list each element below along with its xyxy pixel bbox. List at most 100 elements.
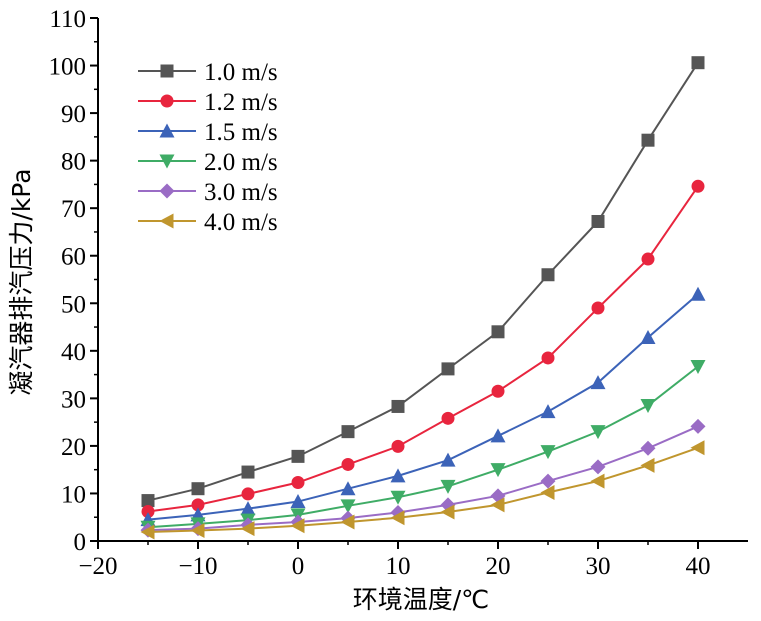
- y-axis-title: 凝汽器排汽压力/kPa: [7, 168, 36, 395]
- data-point: [690, 286, 706, 301]
- data-point: [141, 494, 155, 508]
- legend-label: 4.0 m/s: [204, 209, 278, 236]
- x-tick-label: 40: [686, 553, 711, 580]
- data-point: [241, 487, 255, 501]
- data-point: [340, 481, 356, 496]
- data-point: [340, 514, 355, 530]
- data-point: [690, 440, 705, 456]
- data-point: [240, 501, 256, 516]
- y-tick-label: 70: [61, 196, 86, 223]
- data-point: [191, 482, 205, 496]
- data-point: [590, 459, 606, 475]
- data-point: [640, 457, 655, 473]
- data-point: [591, 301, 605, 315]
- data-point: [290, 518, 305, 534]
- data-point: [140, 524, 155, 540]
- data-point: [491, 384, 505, 398]
- data-point: [440, 497, 456, 513]
- data-point: [641, 133, 655, 147]
- plot-area: [140, 56, 706, 540]
- data-point: [691, 179, 705, 193]
- y-tick-label: 30: [61, 386, 86, 413]
- x-tick-label: 30: [586, 553, 611, 580]
- y-tick-label: 20: [61, 434, 86, 461]
- data-point: [640, 398, 656, 413]
- data-point: [540, 473, 556, 489]
- data-point: [391, 439, 405, 453]
- legend-item: 1.5 m/s: [138, 119, 278, 146]
- data-point: [690, 360, 706, 375]
- axes: −20 −10 0 10 20 30 40 0 10 20 30 40 50 60 70 80 90 100 11…: [49, 6, 748, 580]
- data-point: [390, 510, 405, 526]
- x-axis-ticks: −20 −10 0 10 20 30 40: [78, 541, 711, 580]
- series-line: [147, 62, 699, 502]
- data-point: [291, 449, 305, 463]
- data-point: [340, 499, 356, 514]
- y-tick-label: 90: [61, 101, 86, 128]
- data-point: [191, 498, 205, 512]
- data-point: [190, 523, 205, 539]
- data-point: [141, 505, 155, 519]
- y-tick-label: 60: [61, 244, 86, 271]
- x-tick-label: −20: [78, 553, 117, 580]
- y-tick-label: 0: [74, 529, 87, 556]
- data-point: [590, 473, 605, 489]
- series-3-0-m-s: [140, 418, 706, 538]
- series-line: [147, 425, 699, 532]
- series-line: [147, 446, 699, 533]
- legend-marker: [159, 183, 175, 199]
- series-1-5-m-s: [140, 286, 706, 527]
- y-tick-label: 50: [61, 291, 86, 318]
- x-tick-label: −10: [178, 553, 217, 580]
- data-point: [391, 399, 405, 413]
- y-tick-label: 100: [49, 54, 87, 81]
- data-point: [291, 476, 305, 490]
- data-point: [241, 465, 255, 479]
- legend-item: 2.0 m/s: [138, 149, 278, 176]
- legend-item: 1.0 m/s: [138, 59, 278, 86]
- data-point: [440, 504, 455, 520]
- legend-marker: [160, 94, 174, 108]
- data-point: [591, 214, 605, 228]
- legend-item: 3.0 m/s: [138, 179, 278, 206]
- y-tick-label: 10: [61, 481, 86, 508]
- series-line: [147, 185, 699, 513]
- x-tick-label: 0: [292, 553, 305, 580]
- data-point: [541, 351, 555, 365]
- legend-marker: [159, 154, 175, 169]
- legend-label: 1.2 m/s: [204, 89, 278, 116]
- data-point: [491, 325, 505, 339]
- data-point: [540, 445, 556, 460]
- data-point: [341, 425, 355, 439]
- data-point: [490, 463, 506, 478]
- legend-item: 1.2 m/s: [138, 89, 278, 116]
- data-point: [440, 452, 456, 467]
- series-1-2-m-s: [141, 179, 705, 519]
- data-point: [640, 440, 656, 456]
- data-point: [540, 485, 555, 501]
- legend-marker: [159, 123, 175, 138]
- y-axis-ticks: 0 10 20 30 40 50 60 70 80 90 100 110: [49, 6, 98, 556]
- data-point: [691, 56, 705, 70]
- series-line: [147, 365, 699, 529]
- series-1-0-m-s: [141, 56, 705, 508]
- data-point: [640, 330, 656, 345]
- y-tick-label: 110: [49, 6, 86, 33]
- data-point: [390, 490, 406, 505]
- data-point: [540, 404, 556, 419]
- data-point: [590, 425, 606, 440]
- data-point: [590, 375, 606, 390]
- y-tick-label: 40: [61, 339, 86, 366]
- data-point: [240, 521, 255, 537]
- data-point: [490, 497, 505, 513]
- legend: 1.0 m/s 1.2 m/s 1.5 m/s 2.0 m/s 3.0 m/s 4.0 m…: [138, 59, 278, 236]
- x-tick-label: 20: [486, 553, 511, 580]
- legend-label: 1.5 m/s: [204, 119, 278, 146]
- data-point: [641, 252, 655, 266]
- data-point: [441, 411, 455, 425]
- legend-item: 4.0 m/s: [138, 209, 278, 236]
- legend-label: 2.0 m/s: [204, 149, 278, 176]
- data-point: [341, 457, 355, 471]
- series-line: [147, 293, 699, 521]
